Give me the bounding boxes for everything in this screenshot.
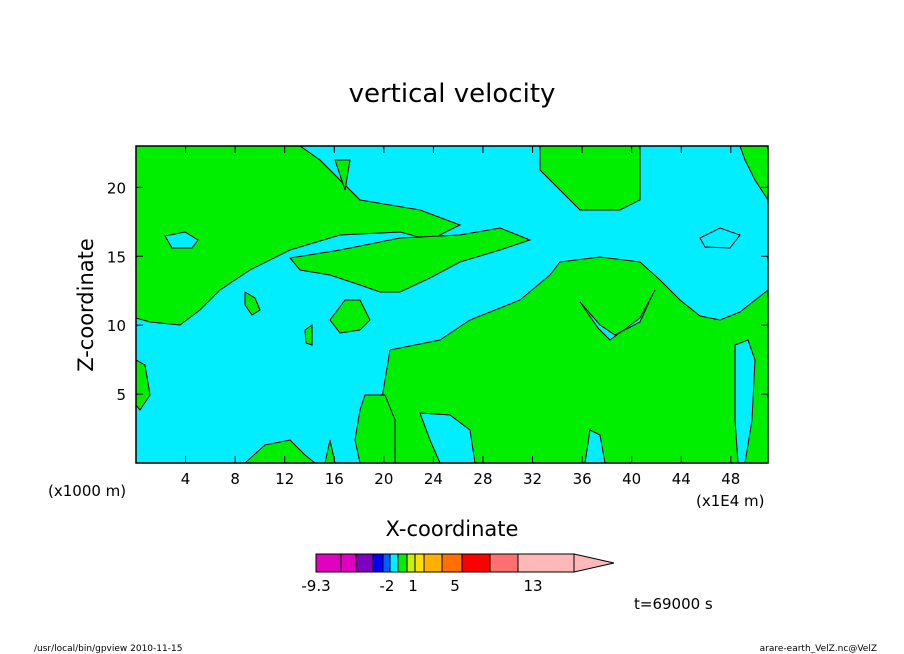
plot-frame [135, 145, 769, 464]
colorbar-cell [355, 553, 374, 573]
x-tick-label: 36 [573, 470, 592, 488]
colorbar [315, 553, 615, 573]
contour-fill-positive [136, 146, 768, 463]
x-axis-ticks: 4 8 12 16 20 24 28 32 36 40 44 48 [181, 146, 740, 488]
x-unit-left: (x1000 m) [48, 482, 126, 500]
x-tick-label: 4 [181, 470, 191, 488]
colorbar-tick-labels: -9.3 -2 1 5 13 [301, 577, 542, 595]
x-tick-label: 32 [523, 470, 542, 488]
x-tick-label: 44 [672, 470, 691, 488]
x-tick-label: 24 [424, 470, 443, 488]
x-tick-label: 20 [374, 470, 393, 488]
y-tick-label: 10 [107, 317, 126, 335]
colorbar-cell [423, 553, 443, 573]
x-tick-label: 28 [473, 470, 492, 488]
chart-title: vertical velocity [349, 79, 556, 109]
colorbar-cell [489, 553, 519, 573]
colorbar-cell [382, 553, 391, 573]
y-tick-label: 20 [107, 179, 126, 197]
footer-right: arare-earth_VelZ.nc@VelZ [760, 644, 877, 654]
x-axis-label: X-coordinate [386, 517, 519, 541]
colorbar-tick-label: 5 [450, 577, 460, 595]
colorbar-tick-label: -9.3 [301, 577, 330, 595]
colorbar-cell [340, 553, 357, 573]
y-tick-label: 15 [107, 248, 126, 266]
colorbar-cell [461, 553, 491, 573]
plot-area [135, 145, 769, 464]
colorbar-cell [414, 553, 425, 573]
colorbar-tick-label: -2 [380, 577, 395, 595]
x-tick-label: 12 [275, 470, 294, 488]
colorbar-cell [372, 553, 384, 573]
footer-left: /usr/local/bin/gpview 2010-11-15 [34, 644, 182, 654]
y-axis-label: Z-coordinate [74, 238, 98, 372]
colorbar-cell [406, 553, 416, 573]
colorbar-tick-label: 1 [408, 577, 418, 595]
colorbar-cell [315, 553, 342, 573]
x-tick-label: 8 [230, 470, 240, 488]
x-unit-right: (x1E4 m) [696, 492, 765, 510]
colorbar-tick-label: 13 [523, 577, 542, 595]
colorbar-cell [397, 553, 408, 573]
y-tick-label: 5 [116, 386, 126, 404]
x-tick-label: 16 [325, 470, 344, 488]
time-label: t=69000 s [634, 595, 713, 613]
colorbar-cell [517, 553, 575, 573]
x-tick-label: 40 [622, 470, 641, 488]
colorbar-extend-arrow [573, 553, 615, 573]
contour-fill-negative [164, 227, 756, 463]
colorbar-cell [441, 553, 463, 573]
y-axis-ticks: 5 10 15 20 [107, 179, 768, 404]
colorbar-cell [389, 553, 399, 573]
x-tick-label: 48 [721, 470, 740, 488]
